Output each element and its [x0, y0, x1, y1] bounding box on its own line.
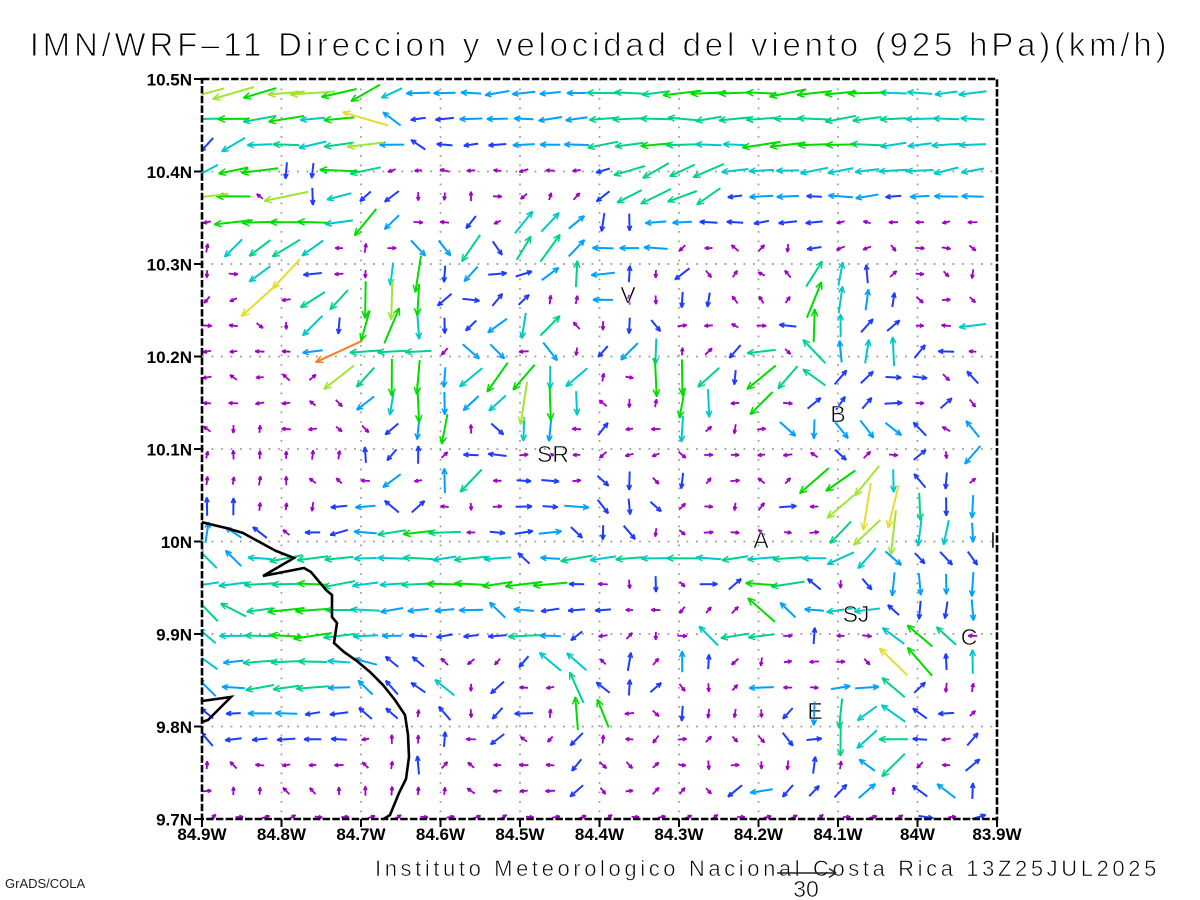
svg-text:C: C — [961, 624, 978, 650]
svg-text:84.5W: 84.5W — [495, 825, 545, 844]
svg-text:9.7N: 9.7N — [156, 811, 192, 830]
svg-text:84.3W: 84.3W — [654, 825, 704, 844]
svg-text:IMN/WRF–11 Direccion y velocid: IMN/WRF–11 Direccion y velocidad del vie… — [30, 26, 1171, 63]
svg-text:9.8N: 9.8N — [156, 718, 192, 737]
svg-text:84.8W: 84.8W — [257, 825, 307, 844]
svg-text:84.2W: 84.2W — [734, 825, 784, 844]
svg-text:84.1W: 84.1W — [813, 825, 863, 844]
svg-text:I: I — [990, 527, 996, 553]
svg-text:10.1N: 10.1N — [147, 441, 192, 460]
svg-text:30: 30 — [793, 876, 819, 900]
svg-text:84W: 84W — [900, 825, 936, 844]
svg-text:83.9W: 83.9W — [972, 825, 1022, 844]
svg-text:Instituto Meteorologico Nacion: Instituto Meteorologico Nacional Costa R… — [375, 856, 1160, 881]
svg-text:E: E — [807, 698, 822, 724]
svg-text:84.7W: 84.7W — [336, 825, 386, 844]
svg-text:A: A — [753, 527, 769, 553]
svg-text:84.9W: 84.9W — [177, 825, 227, 844]
svg-text:10.4N: 10.4N — [147, 163, 192, 182]
svg-text:84.6W: 84.6W — [416, 825, 466, 844]
svg-text:V: V — [620, 282, 636, 308]
svg-text:10N: 10N — [161, 533, 192, 552]
svg-text:9.9N: 9.9N — [156, 626, 192, 645]
svg-text:10.3N: 10.3N — [147, 256, 192, 275]
svg-text:B: B — [830, 401, 845, 427]
svg-text:10.2N: 10.2N — [147, 348, 192, 367]
svg-text:SR: SR — [537, 441, 569, 467]
svg-text:GrADS/COLA: GrADS/COLA — [5, 876, 86, 891]
svg-text:SJ: SJ — [843, 601, 870, 627]
svg-text:84.4W: 84.4W — [575, 825, 625, 844]
svg-text:10.5N: 10.5N — [147, 71, 192, 90]
